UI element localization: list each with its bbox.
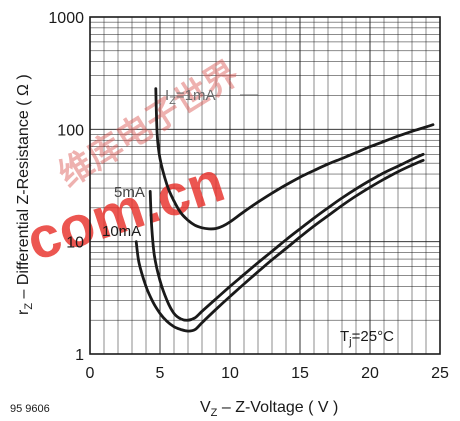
y-tick-label: 1	[75, 347, 84, 364]
x-tick-label: 0	[86, 365, 95, 382]
y-tick-label: 10	[66, 235, 84, 252]
series-line-I-Z-1mA	[154, 87, 435, 231]
x-axis-title: VZ – Z-Voltage ( V )	[200, 399, 338, 419]
temperature-annotation: Tj=25°C	[340, 328, 394, 348]
y-tick-label: 100	[57, 122, 84, 139]
y-tick-label: 1000	[48, 10, 84, 27]
x-tick-label: 25	[431, 365, 449, 382]
y-tick-labels: 1 10 100 1000	[48, 10, 84, 364]
series-line-5mA	[148, 152, 425, 322]
x-tick-label: 10	[221, 365, 239, 382]
x-tick-label: 15	[291, 365, 309, 382]
plot-frame	[89, 16, 441, 355]
series-line-10mA	[134, 158, 425, 333]
series-label-10mA: 10mA	[102, 223, 141, 240]
watermark-latin: com.cn	[19, 149, 232, 274]
grid	[90, 17, 440, 354]
series-label-5mA: 5mA	[114, 184, 145, 201]
figure-number: 95 9606	[10, 403, 50, 415]
x-tick-label: 5	[156, 365, 165, 382]
x-tick-label: 20	[361, 365, 379, 382]
series-layer	[134, 87, 435, 333]
y-axis-title: rZ – Differential Z-Resistance ( Ω )	[15, 74, 35, 315]
series-label-1mA: IZ=1mA	[165, 87, 216, 107]
x-tick-labels: 0 5 10 15 20 25	[86, 365, 449, 382]
